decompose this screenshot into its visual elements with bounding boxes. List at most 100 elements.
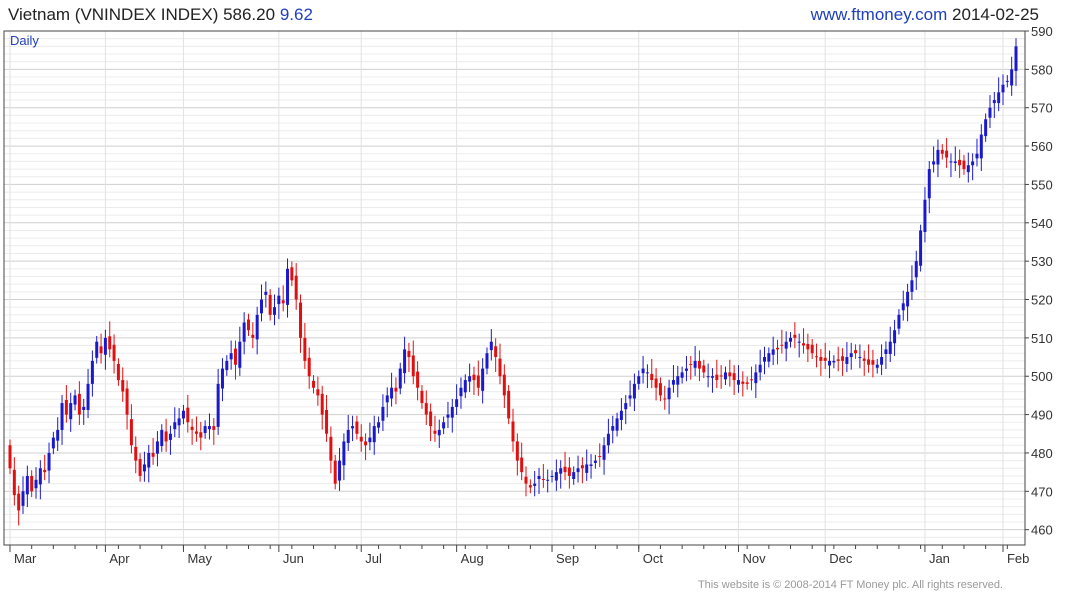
candle-body — [719, 375, 723, 377]
candle-body — [619, 410, 623, 420]
candle-body — [789, 337, 793, 342]
candle-body — [51, 437, 55, 449]
candle-body — [151, 452, 155, 457]
candle-body — [923, 199, 927, 232]
candle-body — [832, 360, 836, 363]
y-tick-label: 510 — [1031, 331, 1053, 346]
candle-body — [459, 387, 463, 397]
candle-body — [329, 436, 333, 461]
candle-body — [433, 430, 437, 434]
candle-body — [533, 483, 537, 486]
candle-body — [30, 475, 34, 492]
candle-body — [971, 161, 975, 166]
candle-body — [216, 383, 220, 427]
candle-body — [420, 390, 424, 404]
candle-body — [901, 303, 905, 311]
candle-body — [103, 337, 107, 355]
candle-body — [520, 457, 524, 473]
candle-body — [706, 376, 710, 378]
period-label: Daily — [10, 33, 39, 48]
candle-body — [238, 341, 242, 368]
y-tick-label: 520 — [1031, 293, 1053, 308]
candle-body — [966, 165, 970, 173]
candle-body — [992, 100, 996, 104]
candle-body — [290, 267, 294, 281]
candle-body — [264, 291, 268, 295]
candle-body — [194, 431, 198, 434]
candle-body — [390, 387, 394, 399]
x-tick-label: Nov — [742, 551, 766, 566]
candle-body — [932, 161, 936, 165]
candle-body — [338, 460, 342, 481]
candle-body — [784, 341, 788, 349]
candle-body — [25, 475, 29, 495]
candle-body — [281, 300, 285, 304]
candle-body — [442, 422, 446, 429]
candle-body — [550, 475, 554, 477]
candle-body — [129, 419, 133, 446]
candle-body — [632, 383, 636, 399]
candle-body — [8, 445, 12, 469]
candle-body — [728, 372, 732, 377]
candle-body — [134, 446, 138, 461]
candle-body — [828, 360, 832, 366]
candle-body — [645, 372, 649, 374]
price-change: 9.62 — [279, 5, 313, 24]
candle-body — [246, 319, 250, 331]
candle-body — [541, 479, 545, 481]
candle-body — [403, 349, 407, 374]
candle-body — [776, 347, 780, 350]
candle-body — [108, 336, 112, 350]
y-tick-label: 580 — [1031, 62, 1053, 77]
y-tick-label: 530 — [1031, 254, 1053, 269]
candle-body — [12, 469, 16, 496]
candle-body — [268, 294, 272, 315]
candle-body — [381, 406, 385, 421]
candle-body — [979, 134, 983, 159]
candle-body — [637, 376, 641, 384]
candle-body — [710, 376, 714, 378]
candle-body — [606, 433, 610, 446]
candle-body — [723, 372, 727, 380]
candle-series — [8, 38, 1018, 526]
candle-body — [95, 341, 99, 358]
candle-body — [845, 357, 849, 364]
site-link[interactable]: www.ftmoney.com — [810, 5, 948, 24]
candle-body — [320, 393, 324, 415]
candle-body — [984, 119, 988, 137]
candle-body — [598, 456, 602, 458]
candle-body — [680, 372, 684, 378]
candle-body — [715, 374, 719, 381]
candle-body — [168, 433, 172, 440]
candle-body — [958, 159, 962, 166]
candle-body — [60, 403, 64, 430]
candle-body — [394, 387, 398, 392]
candle-body — [173, 422, 177, 430]
x-tick-label: Jul — [365, 551, 382, 566]
candle-body — [463, 380, 467, 393]
candle-body — [82, 406, 86, 410]
candle-body — [203, 426, 207, 433]
candle-body — [676, 376, 680, 385]
candle-body — [888, 341, 892, 354]
candle-body — [910, 280, 914, 292]
candle-body — [919, 230, 923, 266]
candle-body — [763, 357, 766, 362]
candle-body — [572, 472, 576, 480]
y-tick-label: 540 — [1031, 216, 1053, 231]
candle-body — [377, 422, 381, 428]
candle-body — [767, 353, 771, 362]
candle-body — [671, 380, 675, 385]
candle-body — [429, 411, 433, 427]
candle-body — [455, 399, 459, 407]
footer-copyright: This website is © 2008-2014 FT Money plc… — [697, 579, 1003, 591]
candle-body — [437, 429, 441, 436]
candle-body — [229, 353, 233, 360]
candle-body — [1014, 46, 1018, 71]
candle-body — [559, 468, 563, 474]
candle-body — [450, 406, 454, 418]
candle-body — [190, 426, 194, 430]
candle-body — [398, 368, 402, 389]
y-tick-label: 480 — [1031, 446, 1053, 461]
